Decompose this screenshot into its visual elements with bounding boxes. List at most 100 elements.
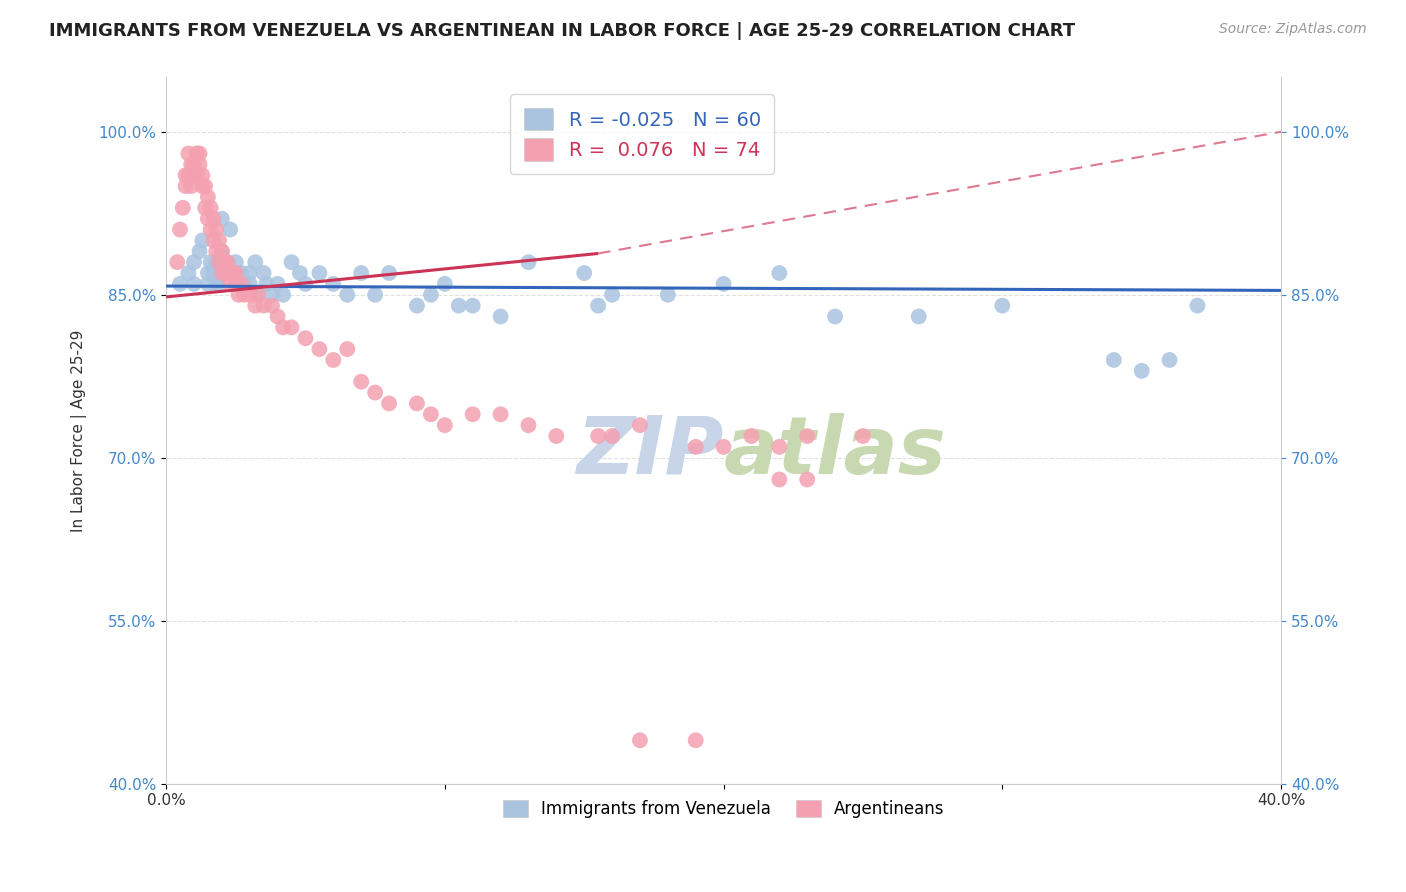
Point — [166, 255, 188, 269]
Point — [172, 201, 194, 215]
Point — [205, 255, 228, 269]
Point — [260, 299, 283, 313]
Point — [197, 190, 219, 204]
Point — [308, 342, 330, 356]
Point — [183, 168, 205, 182]
Point — [406, 396, 429, 410]
Point — [177, 266, 200, 280]
Point — [233, 287, 256, 301]
Y-axis label: In Labor Force | Age 25-29: In Labor Force | Age 25-29 — [72, 329, 87, 532]
Point — [685, 440, 707, 454]
Point — [852, 429, 875, 443]
Point — [191, 168, 214, 182]
Point — [288, 266, 311, 280]
Point — [197, 277, 219, 291]
Point — [188, 157, 211, 171]
Point — [211, 244, 233, 259]
Legend: Immigrants from Venezuela, Argentineans: Immigrants from Venezuela, Argentineans — [496, 793, 952, 825]
Point — [600, 287, 623, 301]
Point — [406, 299, 429, 313]
Point — [247, 287, 270, 301]
Point — [186, 168, 208, 182]
Point — [239, 287, 262, 301]
Point — [280, 320, 302, 334]
Point — [202, 234, 225, 248]
Text: IMMIGRANTS FROM VENEZUELA VS ARGENTINEAN IN LABOR FORCE | AGE 25-29 CORRELATION : IMMIGRANTS FROM VENEZUELA VS ARGENTINEAN… — [49, 22, 1076, 40]
Point — [247, 287, 270, 301]
Point — [364, 385, 387, 400]
Point — [191, 179, 214, 194]
Point — [796, 473, 818, 487]
Point — [239, 277, 262, 291]
Point — [322, 353, 344, 368]
Point — [657, 287, 679, 301]
Point — [1159, 353, 1181, 368]
Point — [419, 287, 441, 301]
Point — [211, 244, 233, 259]
Point — [378, 396, 401, 410]
Point — [350, 266, 373, 280]
Point — [169, 222, 191, 236]
Point — [222, 266, 245, 280]
Point — [194, 179, 217, 194]
Point — [433, 277, 456, 291]
Point — [260, 287, 283, 301]
Point — [740, 429, 762, 443]
Point — [713, 440, 735, 454]
Point — [253, 266, 276, 280]
Point — [271, 287, 294, 301]
Point — [824, 310, 846, 324]
Point — [205, 244, 228, 259]
Point — [245, 299, 267, 313]
Point — [200, 222, 222, 236]
Point — [254, 277, 277, 291]
Point — [186, 146, 208, 161]
Point — [214, 255, 236, 269]
Point — [202, 266, 225, 280]
Point — [174, 179, 197, 194]
Point — [208, 255, 231, 269]
Point — [685, 733, 707, 747]
Point — [546, 429, 568, 443]
Point — [600, 429, 623, 443]
Point — [205, 222, 228, 236]
Point — [208, 234, 231, 248]
Point — [211, 266, 233, 280]
Point — [322, 277, 344, 291]
Point — [308, 266, 330, 280]
Point — [194, 201, 217, 215]
Point — [768, 473, 790, 487]
Text: Source: ZipAtlas.com: Source: ZipAtlas.com — [1219, 22, 1367, 37]
Point — [177, 168, 200, 182]
Point — [169, 277, 191, 291]
Point — [191, 234, 214, 248]
Point — [461, 299, 484, 313]
Point — [225, 266, 247, 280]
Text: atlas: atlas — [724, 413, 946, 491]
Point — [768, 440, 790, 454]
Point — [188, 244, 211, 259]
Point — [447, 299, 470, 313]
Point — [713, 277, 735, 291]
Point — [253, 299, 276, 313]
Point — [461, 407, 484, 421]
Point — [233, 277, 256, 291]
Point — [200, 255, 222, 269]
Point — [489, 310, 512, 324]
Point — [180, 179, 202, 194]
Point — [177, 146, 200, 161]
Point — [217, 255, 239, 269]
Point — [378, 266, 401, 280]
Point — [517, 255, 540, 269]
Point — [336, 342, 359, 356]
Point — [419, 407, 441, 421]
Point — [188, 146, 211, 161]
Point — [586, 429, 609, 443]
Point — [768, 266, 790, 280]
Point — [205, 277, 228, 291]
Point — [1130, 364, 1153, 378]
Point — [433, 418, 456, 433]
Point — [202, 211, 225, 226]
Point — [174, 168, 197, 182]
Point — [225, 277, 247, 291]
